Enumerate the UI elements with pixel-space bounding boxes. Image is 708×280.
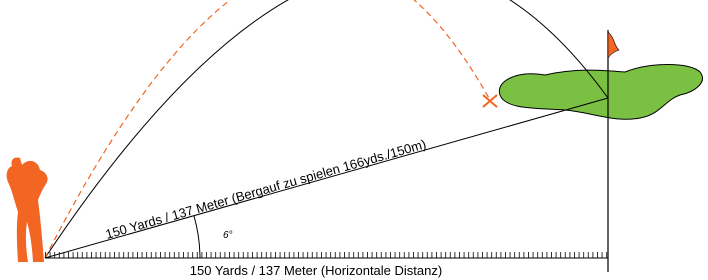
angle-label: 6° (223, 230, 233, 241)
green (499, 65, 702, 120)
horizontal-label: 150 Yards / 137 Meter (Horizontale Dista… (190, 263, 442, 278)
golf-diagram: 6° 150 Yards / 137 Meter (Bergauf zu spi… (0, 0, 708, 280)
landing-marker (483, 95, 497, 107)
golfer (7, 157, 48, 262)
slope-label: 150 Yards / 137 Meter (Bergauf zu spiele… (104, 136, 428, 242)
flag (608, 32, 619, 58)
plays-as-trajectory (45, 0, 490, 258)
